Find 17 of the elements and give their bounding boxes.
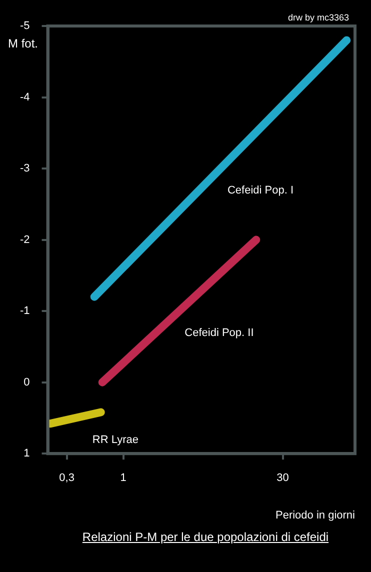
y-tick-label: 0	[24, 376, 30, 388]
y-tick-label: -4	[20, 91, 30, 104]
series-label: Cefeidi Pop. II	[184, 327, 254, 340]
series-label: Cefeidi Pop. I	[227, 184, 294, 197]
y-tick-label: 1	[24, 448, 30, 460]
x-tick-label: 0,3	[59, 472, 74, 484]
text: drw by mc3363	[288, 12, 349, 22]
y-tick-label: -3	[20, 162, 30, 175]
text: Relazioni P-M per le due popolazioni di cefeidi	[81, 530, 330, 544]
y-axis-title: M fot.	[8, 36, 38, 50]
x-tick-label: 1	[120, 472, 126, 484]
y-tick-label: -5	[20, 20, 30, 32]
y-tick-label: -2	[20, 234, 30, 246]
series-label: RR Lyrae	[92, 434, 138, 446]
y-tick-label: -1	[20, 305, 30, 318]
x-axis-title: Periodo in giorni	[276, 509, 355, 522]
x-tick-label: 30	[276, 472, 289, 484]
